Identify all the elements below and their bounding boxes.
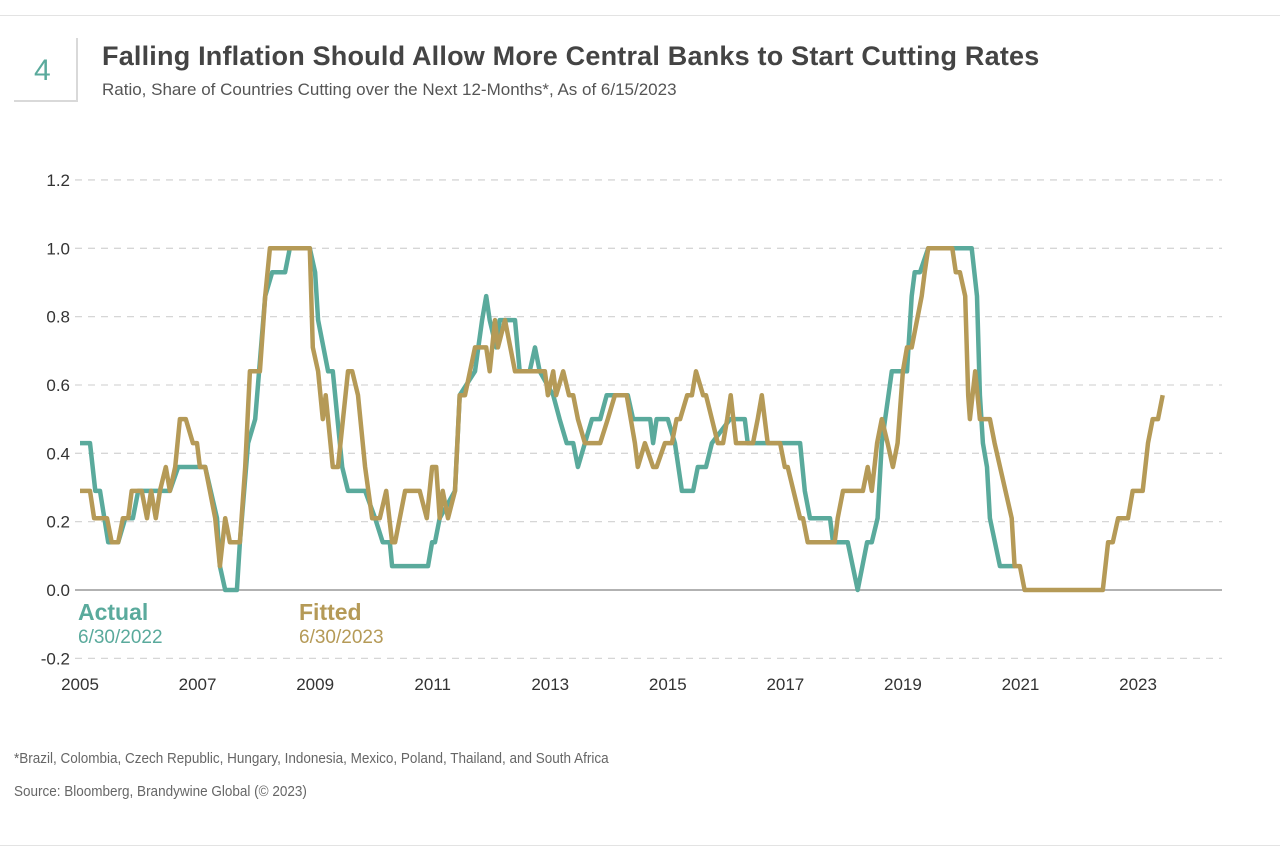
x-tick-label: 2015 — [649, 675, 687, 694]
legend-actual: Actual 6/30/2022 — [78, 599, 163, 648]
legend-fitted-name: Fitted — [299, 599, 362, 625]
x-tick-label: 2017 — [766, 675, 804, 694]
series-line-fitted — [80, 246, 1165, 593]
y-tick-label: 1.0 — [46, 239, 70, 258]
page-subtitle: Ratio, Share of Countries Cutting over t… — [102, 80, 677, 99]
y-tick-label: 0.2 — [46, 513, 70, 532]
x-tick-label: 2009 — [296, 675, 334, 694]
bottom-divider — [0, 845, 1280, 846]
x-tick-label: 2011 — [414, 675, 451, 694]
y-tick-label: 0.6 — [46, 376, 70, 395]
x-tick-label: 2019 — [884, 675, 922, 694]
series-line-actual — [80, 246, 1015, 593]
legend-fitted-date: 6/30/2023 — [299, 627, 384, 648]
x-tick-label: 2023 — [1119, 675, 1157, 694]
chart-number: 4 — [34, 54, 51, 87]
chart-number-badge: 4 — [14, 38, 78, 102]
legend-fitted: Fitted 6/30/2023 — [299, 599, 384, 648]
x-tick-label: 2005 — [61, 675, 99, 694]
y-tick-label: -0.2 — [41, 649, 70, 668]
legend-actual-date: 6/30/2022 — [78, 627, 163, 648]
source-note: Source: Bloomberg, Brandywine Global (© … — [14, 783, 307, 800]
top-divider — [0, 15, 1280, 16]
footnote: *Brazil, Colombia, Czech Republic, Hunga… — [14, 750, 609, 767]
x-tick-label: 2021 — [1002, 675, 1040, 694]
y-tick-label: 0.0 — [46, 581, 70, 600]
y-tick-label: 1.2 — [46, 171, 70, 190]
x-tick-label: 2013 — [531, 675, 569, 694]
page-title: Falling Inflation Should Allow More Cent… — [102, 41, 1040, 71]
x-tick-label: 2007 — [179, 675, 217, 694]
legend-actual-name: Actual — [78, 599, 149, 625]
y-tick-label: 0.4 — [46, 444, 70, 463]
y-tick-label: 0.8 — [46, 308, 70, 327]
